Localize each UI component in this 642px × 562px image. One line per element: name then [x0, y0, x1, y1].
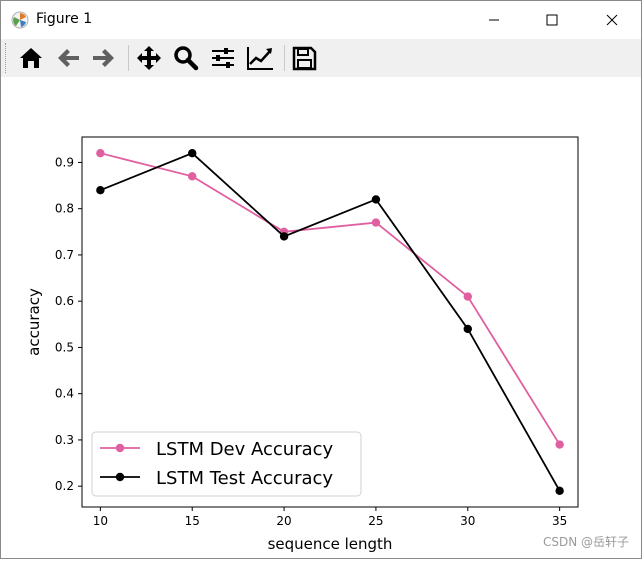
line-chart-icon — [247, 47, 273, 70]
series-1-point — [555, 440, 564, 449]
x-tick-label: 35 — [552, 514, 567, 528]
edit-axis-button[interactable] — [244, 42, 276, 74]
pan-button[interactable] — [133, 42, 165, 74]
zoom-button[interactable] — [170, 42, 202, 74]
series-1-point — [188, 172, 197, 181]
arrow-right-icon — [93, 49, 114, 67]
series-2-point — [188, 148, 197, 158]
series-2-point — [555, 486, 564, 496]
series-2-point — [279, 232, 289, 241]
toolbar-separator — [284, 45, 285, 71]
move-icon — [137, 46, 161, 70]
series-2-point — [371, 195, 381, 204]
forward-button[interactable] — [88, 42, 120, 74]
line-chart: 10 15 20 25 30 35 0.2 0.3 0.4 0.5 0.6 0.7 0.8 0.9 sequ… — [25, 136, 579, 553]
home-icon — [20, 48, 42, 68]
legend-box — [91, 431, 362, 497]
x-tick-label: 10 — [93, 514, 108, 528]
y-tick-label: 0.7 — [55, 248, 74, 262]
legend-label-1: LSTM Dev Accuracy — [156, 439, 334, 460]
configure-subplots-button[interactable] — [207, 42, 239, 74]
series-line-2 — [100, 152, 561, 492]
y-tick-label: 0.5 — [55, 340, 74, 354]
magnifier-icon — [174, 46, 199, 71]
minimize-button[interactable] — [471, 1, 517, 39]
y-tick-label: 0.6 — [55, 294, 74, 308]
title-bar: Figure 1 — [1, 1, 641, 39]
series-2-point — [96, 185, 105, 195]
series-line-1 — [100, 152, 561, 446]
watermark: CSDN @岳轩子 — [542, 535, 629, 549]
close-icon — [606, 14, 618, 26]
x-tick-label: 25 — [368, 514, 383, 528]
home-button[interactable] — [15, 42, 47, 74]
series-1-point — [463, 292, 472, 301]
x-tick-label: 15 — [185, 514, 200, 528]
x-tick-label: 20 — [276, 514, 291, 528]
series-2-point — [463, 324, 472, 334]
minimize-icon — [489, 19, 499, 21]
sliders-icon — [212, 48, 234, 68]
y-tick-label: 0.3 — [55, 433, 74, 447]
series-1-point — [96, 148, 105, 158]
maximize-button[interactable] — [529, 1, 575, 39]
legend-marker-2 — [115, 472, 125, 482]
window-title: Figure 1 — [36, 11, 93, 27]
x-axis-label: sequence length — [268, 535, 393, 553]
matplotlib-icon — [11, 11, 29, 29]
y-axis-label: accuracy — [25, 288, 43, 356]
back-button[interactable] — [52, 42, 84, 74]
floppy-disk-icon — [292, 46, 317, 71]
maximize-icon — [546, 14, 558, 26]
x-tick-label: 30 — [460, 514, 475, 528]
toolbar-separator — [128, 45, 129, 71]
y-tick-label: 0.8 — [55, 202, 74, 216]
save-button[interactable] — [288, 42, 320, 74]
toolbar-grip — [5, 43, 8, 73]
y-tick-label: 0.9 — [55, 155, 74, 169]
figure-canvas[interactable]: 10 15 20 25 30 35 0.2 0.3 0.4 0.5 0.6 0.7 0.8 0.9 sequ… — [1, 77, 641, 558]
navigation-toolbar — [1, 39, 641, 77]
arrow-left-icon — [58, 49, 79, 67]
series-1-point — [371, 218, 381, 227]
legend-label-2: LSTM Test Accuracy — [156, 468, 333, 489]
y-tick-label: 0.4 — [55, 387, 74, 401]
y-tick-label: 0.2 — [55, 479, 74, 493]
legend-marker-1 — [115, 443, 125, 453]
close-button[interactable] — [589, 1, 635, 39]
